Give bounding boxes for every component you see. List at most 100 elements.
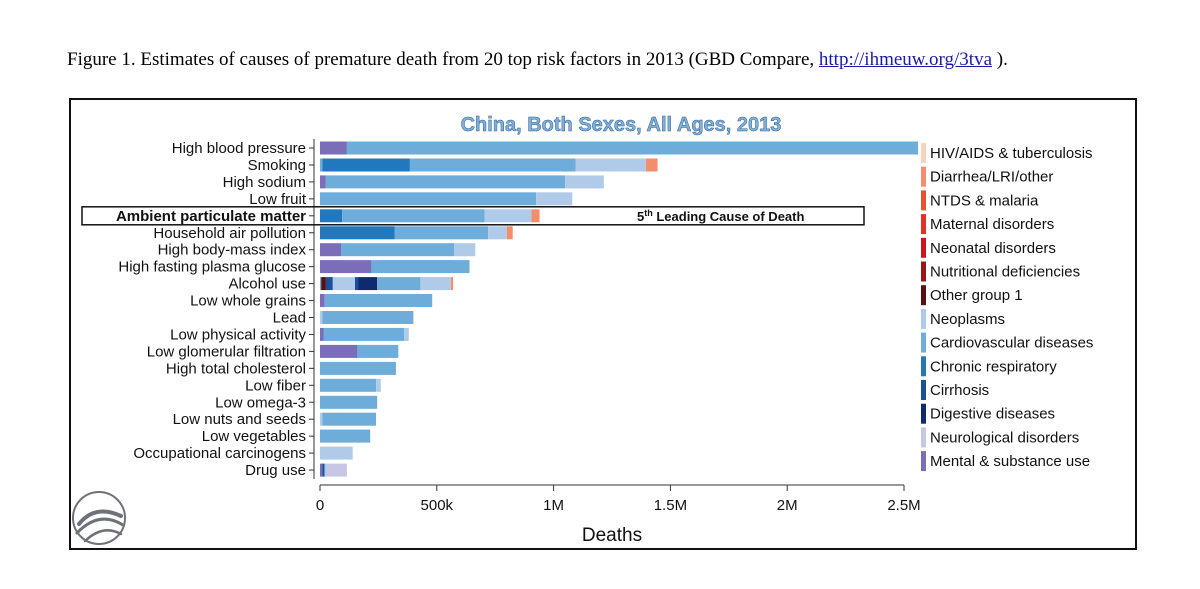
- bar-segment: [342, 209, 485, 223]
- legend-label: Neonatal disorders: [930, 240, 1056, 257]
- x-tick-label: 2.5M: [887, 497, 920, 514]
- bar-segment: [506, 226, 513, 240]
- x-axis-title: Deaths: [582, 525, 642, 546]
- bar-segment: [358, 277, 378, 291]
- logo-swoosh: [83, 529, 123, 543]
- y-tick-label: High body-mass index: [158, 242, 307, 259]
- y-tick-label: Household air pollution: [153, 225, 306, 242]
- bar-segment: [320, 294, 325, 307]
- bar-segment: [320, 344, 358, 358]
- bar-segment: [320, 277, 322, 291]
- bar-segment: [420, 277, 451, 291]
- y-tick-label: High total cholesterol: [166, 360, 306, 377]
- bar-segment: [565, 175, 604, 189]
- bar-segment: [320, 446, 353, 460]
- bar-segment: [320, 243, 341, 257]
- bar-segment: [322, 463, 325, 477]
- bar-segment: [355, 277, 359, 291]
- legend-label: Neoplasms: [930, 311, 1005, 328]
- legend-swatch: [921, 308, 926, 329]
- bar-segment: [320, 226, 395, 240]
- x-tick-label: 1M: [543, 497, 564, 514]
- legend-swatch: [921, 214, 926, 235]
- y-tick-label: Ambient particulate matter: [116, 208, 306, 225]
- y-tick-label: Low physical activity: [170, 326, 306, 343]
- bar-segment: [575, 158, 646, 172]
- legend-label: NTDS & malaria: [930, 192, 1039, 209]
- x-tick-label: 1.5M: [654, 497, 687, 514]
- legend-swatch: [921, 451, 926, 472]
- bar-segment: [484, 209, 532, 223]
- x-tick-label: 0: [316, 497, 324, 514]
- caption-link[interactable]: http://ihmeuw.org/3tva: [818, 49, 993, 70]
- legend-swatch: [921, 332, 926, 353]
- chart-title: China, Both Sexes, All Ages, 2013: [461, 114, 782, 136]
- chart: China, Both Sexes, All Ages, 2013 High bl…: [72, 114, 1093, 546]
- legend-swatch: [921, 261, 926, 282]
- y-tick-label: Low fiber: [245, 377, 306, 394]
- logo-swoosh: [75, 517, 125, 535]
- bar-segment: [324, 294, 433, 307]
- legend-label: Digestive diseases: [930, 406, 1055, 423]
- legend-label: HIV/AIDS & tuberculosis: [930, 145, 1093, 162]
- y-tick-label: High sodium: [223, 174, 306, 191]
- bar-segment: [409, 158, 576, 172]
- bar-segment: [320, 175, 326, 189]
- y-tick-label: Low fruit: [249, 191, 307, 208]
- bar-segment: [357, 344, 399, 358]
- y-tick-label: Low nuts and seeds: [173, 411, 306, 428]
- legend-swatch: [921, 237, 926, 258]
- y-tick-label: High blood pressure: [172, 140, 306, 157]
- bar-segment: [320, 378, 377, 392]
- legend-swatch: [921, 403, 926, 424]
- figure-frame: China, Both Sexes, All Ages, 2013 High bl…: [69, 98, 1137, 550]
- bar-segment: [320, 412, 323, 426]
- legend-swatch: [921, 143, 926, 163]
- legend-swatch: [921, 190, 926, 211]
- legend-label: Other group 1: [930, 287, 1023, 304]
- bar-segment: [377, 277, 421, 291]
- logo-circle: [72, 491, 126, 545]
- bar-segment: [332, 277, 355, 291]
- caption-suffix: ).: [992, 49, 1008, 70]
- legend-swatch: [921, 380, 926, 400]
- legend-swatch: [921, 285, 926, 306]
- bar-segment: [376, 378, 381, 392]
- bar-segment: [346, 141, 919, 155]
- bar-segment: [323, 327, 405, 341]
- bar-segment: [320, 209, 343, 223]
- y-tick-label: Low vegetables: [202, 428, 306, 445]
- bar-segment: [320, 141, 347, 155]
- bar-segment: [322, 158, 410, 172]
- legend-label: Cardiovascular diseases: [930, 335, 1093, 352]
- y-tick-label: Smoking: [248, 157, 306, 174]
- legend-label: Diarrhea/LRI/other: [930, 169, 1053, 186]
- legend-label: Mental & substance use: [930, 453, 1090, 470]
- legend-label: Chronic respiratory: [930, 358, 1057, 375]
- bar-segment: [536, 192, 573, 206]
- highlight-box: [81, 206, 865, 226]
- ihme-logo: [72, 491, 126, 545]
- bar-segment: [321, 277, 326, 291]
- bar-segment: [320, 311, 323, 324]
- y-tick-label: High fasting plasma glucose: [118, 259, 306, 276]
- bar-segment: [320, 260, 372, 274]
- bar-segment: [324, 463, 327, 477]
- bar-segment: [320, 463, 323, 477]
- bar-segment: [320, 429, 371, 443]
- bar-segment: [371, 260, 470, 274]
- figure-caption: Figure 1. Estimates of causes of prematu…: [67, 49, 1008, 71]
- bar-segment: [322, 311, 414, 324]
- bar-segment: [404, 327, 409, 341]
- caption-prefix: Figure 1. Estimates of causes of prematu…: [67, 49, 815, 70]
- y-tick-label: Drug use: [245, 462, 306, 479]
- legend-swatch: [921, 166, 926, 187]
- logo-swoosh: [77, 509, 123, 526]
- y-tick-label: Occupational carcinogens: [133, 445, 306, 462]
- bar-segment: [394, 226, 489, 240]
- bar-segment: [320, 158, 323, 172]
- legend-label: Cirrhosis: [930, 382, 989, 399]
- bar-segment: [454, 243, 476, 257]
- legend-label: Maternal disorders: [930, 216, 1054, 233]
- highlight-annotation: 5th Leading Cause of Death: [637, 208, 804, 224]
